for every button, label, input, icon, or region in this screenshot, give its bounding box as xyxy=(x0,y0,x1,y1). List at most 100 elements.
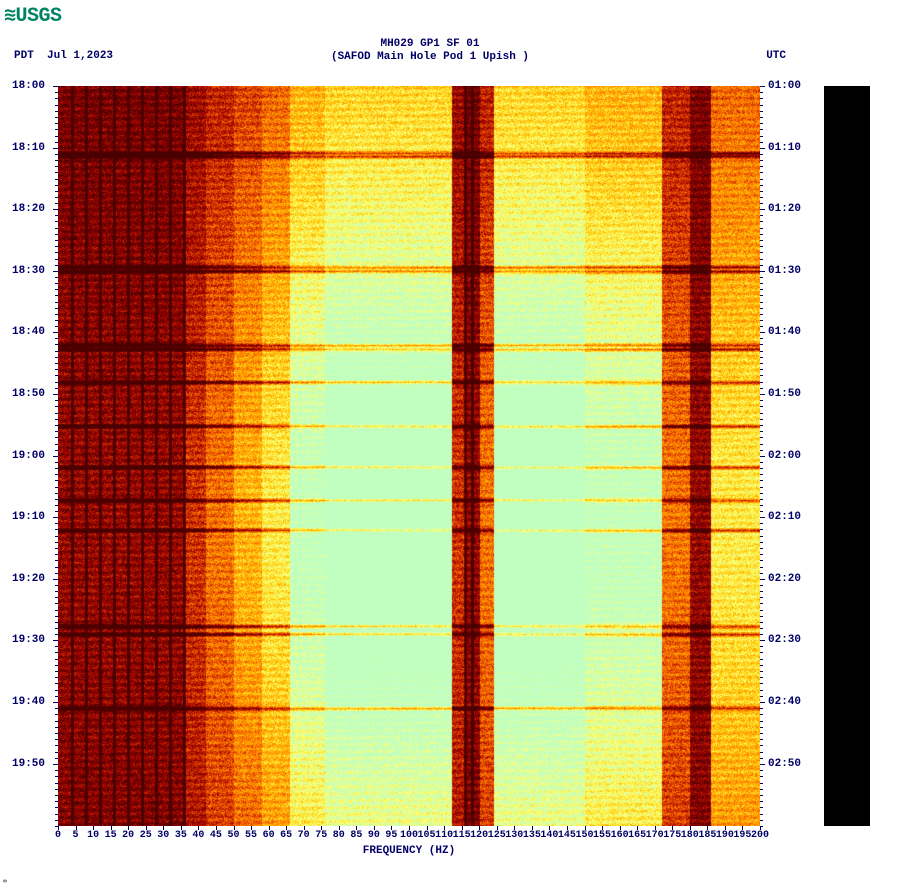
right-ytick-label: 02:50 xyxy=(768,758,801,770)
left-ytick-minor xyxy=(55,369,58,370)
xtick-label: 100 xyxy=(400,830,418,841)
right-ytick-minor xyxy=(760,646,763,647)
right-ytick-minor xyxy=(760,419,763,420)
right-ytick-minor xyxy=(760,185,763,186)
right-ytick-minor xyxy=(760,801,763,802)
right-ytick-mark xyxy=(760,332,765,333)
right-ytick-mark xyxy=(760,148,765,149)
right-ytick-minor xyxy=(760,634,763,635)
left-ytick-minor xyxy=(55,752,58,753)
right-ytick-minor xyxy=(760,820,763,821)
right-ytick-label: 02:20 xyxy=(768,573,801,585)
right-ytick-minor xyxy=(760,388,763,389)
xtick-label: 20 xyxy=(122,830,134,841)
left-ytick-minor xyxy=(55,801,58,802)
right-ytick-minor xyxy=(760,92,763,93)
left-ytick-minor xyxy=(55,499,58,500)
xtick-label: 75 xyxy=(315,830,327,841)
xtick-label: 125 xyxy=(488,830,506,841)
left-ytick-minor xyxy=(55,487,58,488)
right-ytick-mark xyxy=(760,271,765,272)
right-ytick-minor xyxy=(760,727,763,728)
right-ytick-label: 02:00 xyxy=(768,450,801,462)
left-ytick-minor xyxy=(55,597,58,598)
left-ytick-label: 18:10 xyxy=(12,142,45,154)
right-ytick-mark xyxy=(760,86,765,87)
right-ytick-minor xyxy=(760,690,763,691)
xtick-label: 185 xyxy=(698,830,716,841)
right-ytick-minor xyxy=(760,172,763,173)
right-ytick-minor xyxy=(760,628,763,629)
right-ytick-minor xyxy=(760,542,763,543)
left-ytick-minor xyxy=(55,646,58,647)
right-ytick-minor xyxy=(760,462,763,463)
left-ytick-minor xyxy=(55,105,58,106)
right-ytick-minor xyxy=(760,480,763,481)
right-ytick-label: 01:50 xyxy=(768,388,801,400)
right-ytick-minor xyxy=(760,610,763,611)
left-ytick-minor xyxy=(55,425,58,426)
right-ytick-minor xyxy=(760,259,763,260)
right-ytick-minor xyxy=(760,221,763,222)
right-ytick-label: 01:20 xyxy=(768,203,801,215)
left-ytick-minor xyxy=(55,795,58,796)
left-ytick-minor xyxy=(55,468,58,469)
right-ytick-mark xyxy=(760,456,765,457)
right-ytick-minor xyxy=(760,136,763,137)
left-ytick-mark xyxy=(53,148,58,149)
left-ytick-minor xyxy=(55,283,58,284)
left-ytick-label: 18:50 xyxy=(12,388,45,400)
right-ytick-label: 02:30 xyxy=(768,634,801,646)
right-ytick-minor xyxy=(760,320,763,321)
right-ytick-minor xyxy=(760,745,763,746)
left-ytick-label: 18:20 xyxy=(12,203,45,215)
left-ytick-mark xyxy=(53,271,58,272)
left-ytick-minor xyxy=(55,382,58,383)
right-ytick-minor xyxy=(760,721,763,722)
right-ytick-minor xyxy=(760,326,763,327)
right-ytick-minor xyxy=(760,289,763,290)
left-ytick-minor xyxy=(55,117,58,118)
right-ytick-minor xyxy=(760,529,763,530)
left-ytick-minor xyxy=(55,234,58,235)
xtick-label: 35 xyxy=(175,830,187,841)
right-ytick-minor xyxy=(760,197,763,198)
left-ytick-minor xyxy=(55,344,58,345)
xtick-label: 170 xyxy=(646,830,664,841)
spectrogram-canvas xyxy=(58,86,760,826)
left-ytick-minor xyxy=(55,277,58,278)
left-ytick-minor xyxy=(55,493,58,494)
right-ytick-minor xyxy=(760,203,763,204)
xtick-label: 190 xyxy=(716,830,734,841)
right-ytick-minor xyxy=(760,505,763,506)
xtick-label: 30 xyxy=(157,830,169,841)
right-ytick-minor xyxy=(760,338,763,339)
left-ytick-minor xyxy=(55,406,58,407)
left-ytick-label: 19:50 xyxy=(12,758,45,770)
right-ytick-minor xyxy=(760,560,763,561)
right-ytick-label: 01:30 xyxy=(768,265,801,277)
right-ytick-minor xyxy=(760,554,763,555)
left-ytick-minor xyxy=(55,505,58,506)
left-ytick-minor xyxy=(55,776,58,777)
colorbar xyxy=(824,86,870,826)
left-ytick-minor xyxy=(55,714,58,715)
left-ytick-minor xyxy=(55,652,58,653)
left-ytick-minor xyxy=(55,246,58,247)
right-ytick-label: 01:10 xyxy=(768,142,801,154)
left-ytick-mark xyxy=(53,517,58,518)
right-ytick-minor xyxy=(760,351,763,352)
left-ytick-mark xyxy=(53,640,58,641)
right-ytick-minor xyxy=(760,683,763,684)
left-ytick-mark xyxy=(53,702,58,703)
title-line-2: (SAFOD Main Hole Pod 1 Upish ) xyxy=(0,51,860,64)
left-ytick-minor xyxy=(55,727,58,728)
xtick-label: 200 xyxy=(751,830,769,841)
x-axis-label: FREQUENCY (HZ) xyxy=(58,845,760,857)
right-ytick-mark xyxy=(760,517,765,518)
right-ytick-minor xyxy=(760,783,763,784)
right-ytick-minor xyxy=(760,752,763,753)
xtick-label: 40 xyxy=(192,830,204,841)
right-ytick-minor xyxy=(760,277,763,278)
right-ytick-minor xyxy=(760,431,763,432)
